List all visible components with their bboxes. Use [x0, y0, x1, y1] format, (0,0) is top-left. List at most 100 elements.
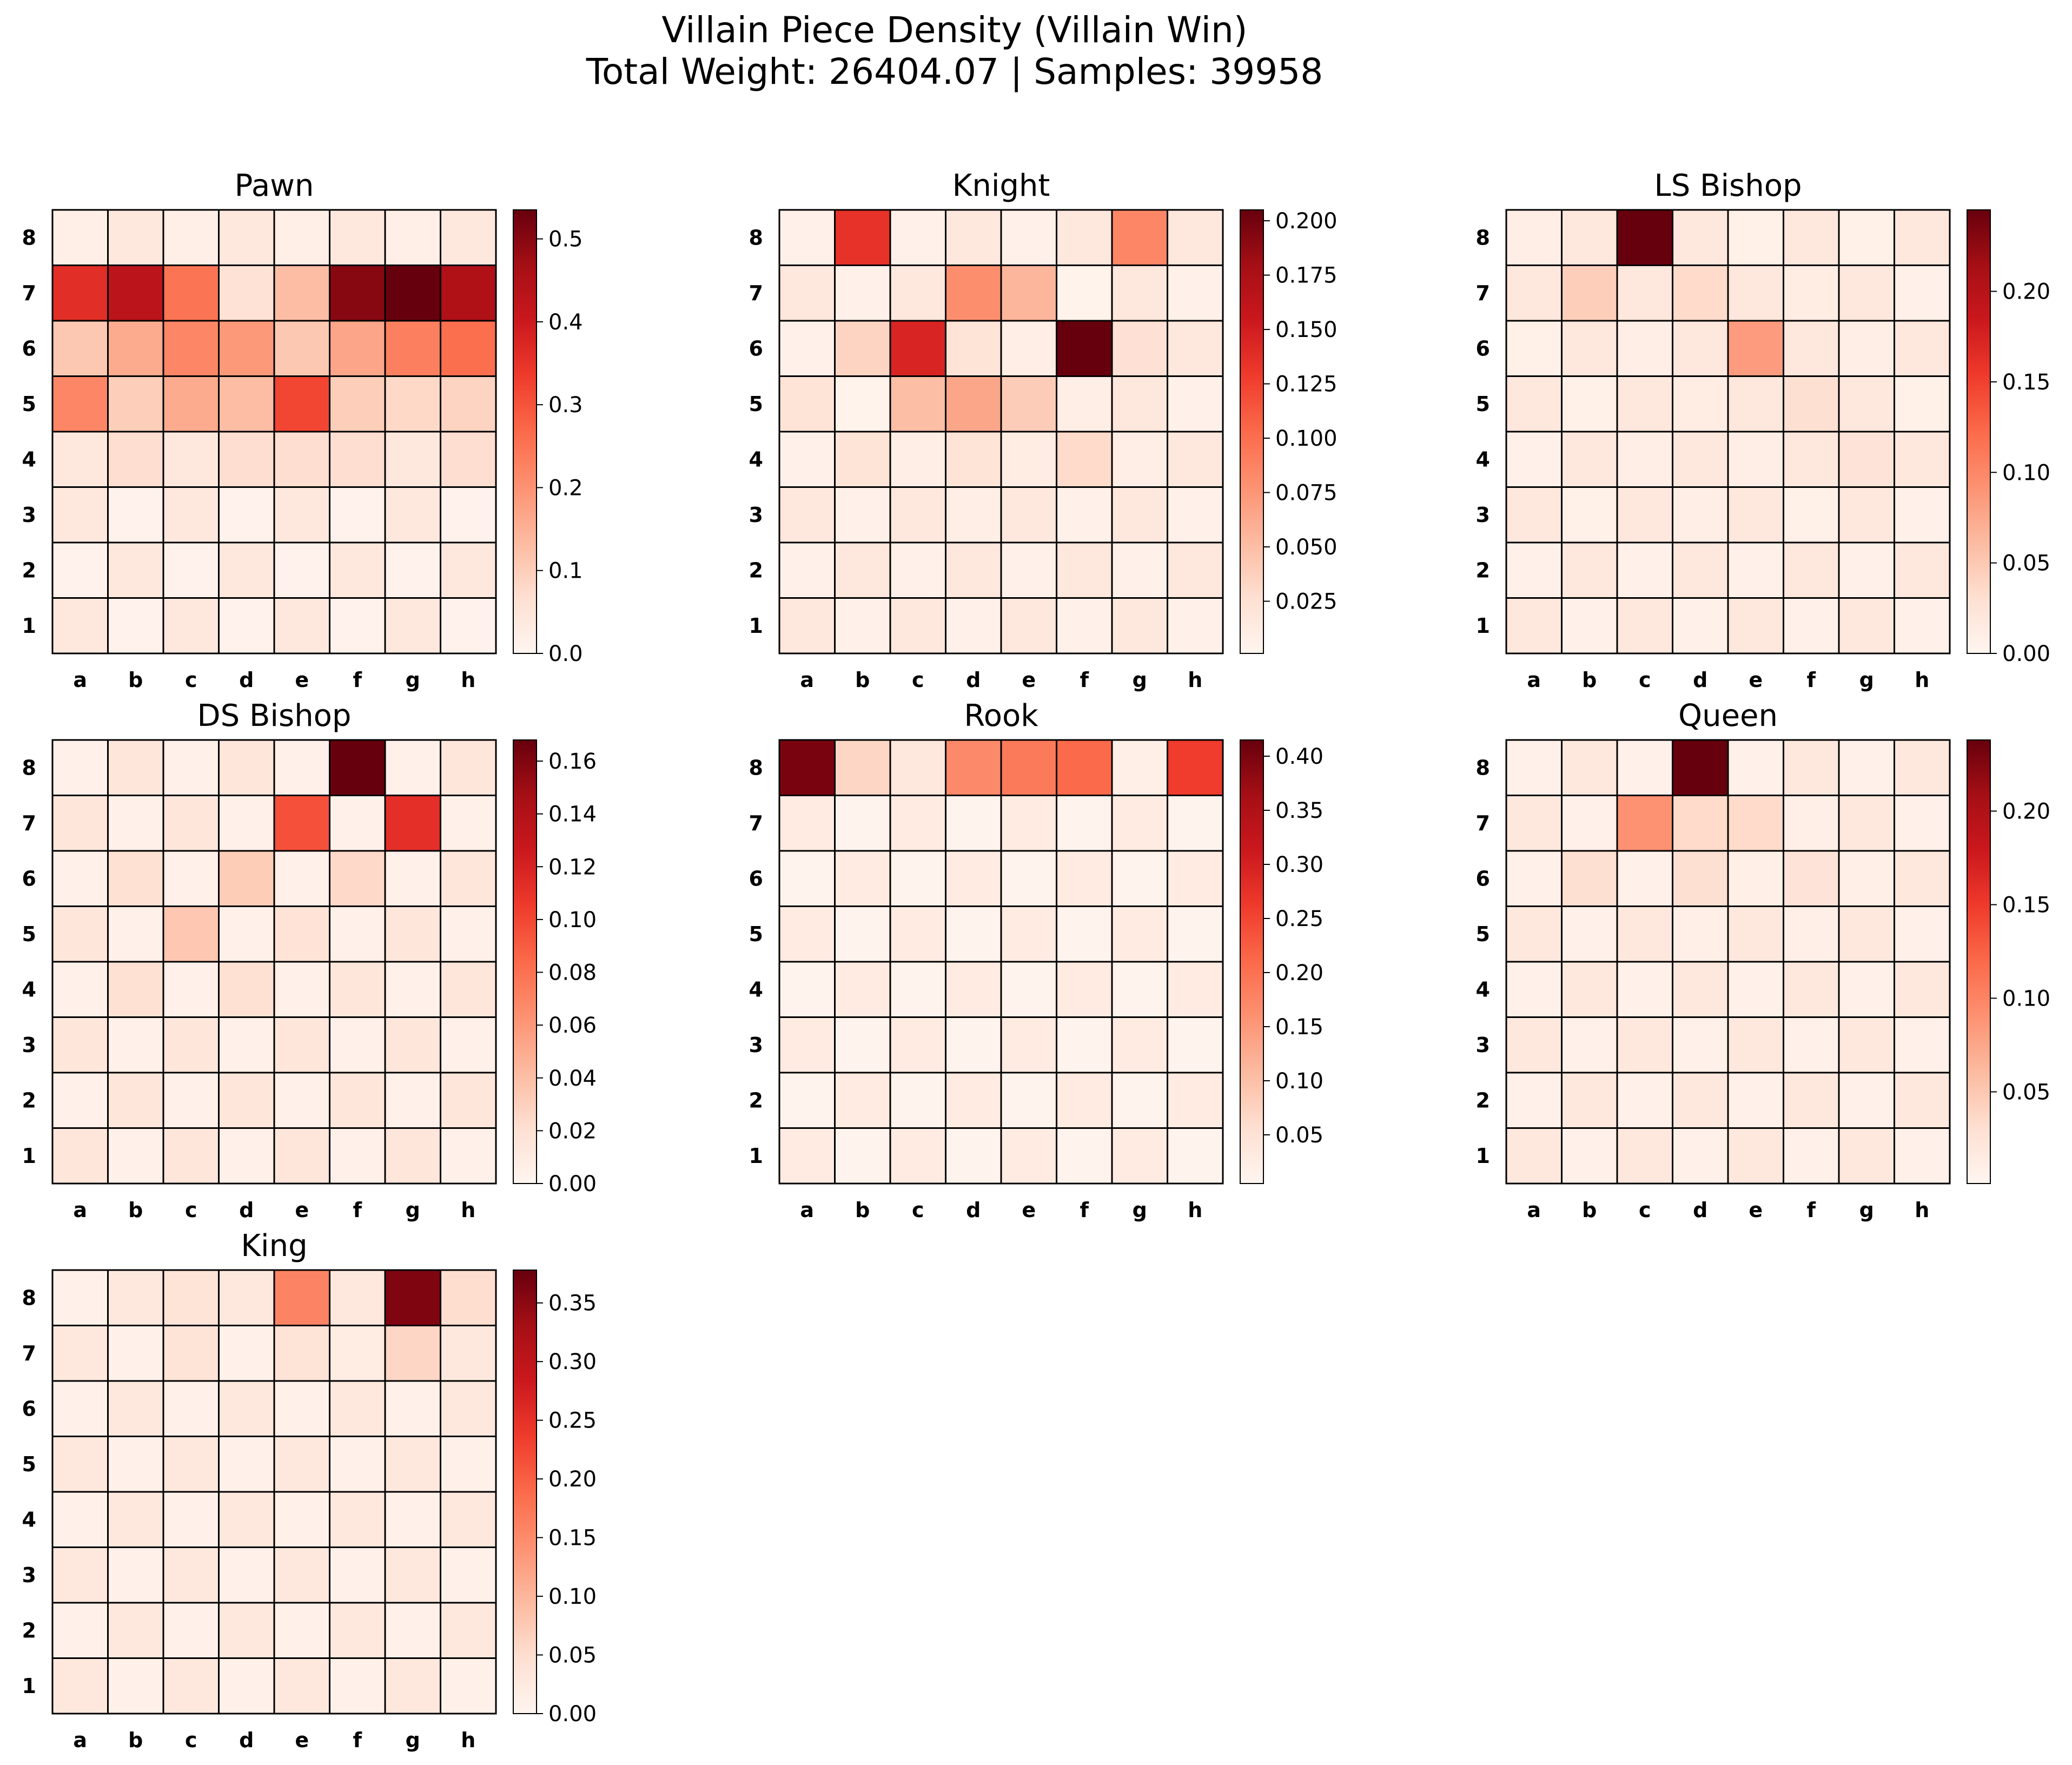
cell-king-d1	[218, 1657, 275, 1715]
cell-queen-f2	[1783, 1072, 1840, 1129]
cell-rook-h5	[1167, 905, 1224, 963]
cell-knight-g8	[1111, 209, 1168, 266]
file-label-rook-c: c	[912, 1198, 924, 1222]
cell-knight-f6	[1056, 320, 1113, 377]
colorbar-tick-label-ls-bishop: 0.05	[2002, 551, 2050, 576]
colorbar-tick-label-ds-bishop: 0.06	[548, 1013, 597, 1038]
file-label-ls-bishop-c: c	[1639, 668, 1651, 692]
cell-ls-bishop-a8	[1505, 209, 1563, 266]
cell-king-f5	[329, 1436, 386, 1493]
cell-ds-bishop-g2	[384, 1072, 441, 1129]
cell-pawn-h3	[440, 486, 497, 544]
cell-pawn-d4	[218, 431, 275, 488]
cell-knight-c1	[889, 597, 946, 655]
file-label-pawn-f: f	[353, 668, 362, 692]
cell-queen-d2	[1672, 1072, 1729, 1129]
cell-rook-f5	[1056, 905, 1113, 963]
cell-rook-d6	[945, 850, 1002, 907]
colorbar-tick-label-ds-bishop: 0.02	[548, 1119, 597, 1143]
colorbar-tick-label-queen: 0.20	[2002, 799, 2050, 824]
cell-ls-bishop-b4	[1561, 431, 1618, 488]
cell-rook-a3	[778, 1016, 836, 1074]
cell-ls-bishop-a2	[1505, 541, 1563, 599]
rank-label-ds-bishop-2: 2	[22, 1088, 36, 1112]
cell-queen-d3	[1672, 1016, 1729, 1074]
colorbar-queen	[1967, 739, 1991, 1184]
colorbar-tick-label-rook: 0.40	[1275, 744, 1323, 769]
colorbar-tick-label-pawn: 0.3	[548, 393, 583, 418]
cell-king-f6	[329, 1380, 386, 1437]
cell-ds-bishop-h6	[440, 850, 497, 907]
cell-king-h8	[440, 1269, 497, 1326]
cell-rook-c5	[889, 905, 946, 963]
cell-knight-f3	[1056, 486, 1113, 544]
cell-king-d6	[218, 1380, 275, 1437]
file-label-king-g: g	[406, 1728, 420, 1752]
cell-ls-bishop-h5	[1894, 375, 1951, 433]
cell-rook-c8	[889, 739, 946, 796]
cell-king-f3	[329, 1546, 386, 1604]
cell-ls-bishop-b2	[1561, 541, 1618, 599]
file-label-pawn-e: e	[295, 668, 309, 692]
file-label-queen-h: h	[1915, 1198, 1929, 1222]
cell-pawn-c8	[162, 209, 220, 266]
cell-ds-bishop-h2	[440, 1072, 497, 1129]
cell-rook-c7	[889, 795, 946, 852]
cell-ls-bishop-f3	[1783, 486, 1840, 544]
cell-pawn-e2	[273, 541, 330, 599]
rank-label-ds-bishop-5: 5	[22, 922, 36, 946]
cell-ls-bishop-c8	[1616, 209, 1673, 266]
cell-king-a7	[51, 1325, 109, 1382]
cell-ls-bishop-e1	[1727, 597, 1784, 655]
cell-knight-a7	[778, 265, 836, 322]
rank-label-king-6: 6	[22, 1397, 36, 1420]
cell-rook-f2	[1056, 1072, 1113, 1129]
file-label-king-f: f	[353, 1728, 362, 1752]
heatmap-king: King 8 7 6 5 4 3 2 1 a b c d e f g h 0.00 0.05 0.10 0.15 0.20…	[22, 1228, 597, 1752]
cell-ds-bishop-g8	[384, 739, 441, 796]
file-label-knight-c: c	[912, 668, 924, 692]
cell-knight-c5	[889, 375, 946, 433]
cell-knight-a5	[778, 375, 836, 433]
cell-pawn-c3	[162, 486, 220, 544]
cell-king-e4	[273, 1491, 330, 1548]
cell-ls-bishop-f4	[1783, 431, 1840, 488]
cell-knight-b8	[834, 209, 891, 266]
cell-queen-f3	[1783, 1016, 1840, 1074]
rank-label-knight-8: 8	[749, 226, 763, 249]
cell-queen-f8	[1783, 739, 1840, 796]
cell-ls-bishop-f8	[1783, 209, 1840, 266]
cell-pawn-h4	[440, 431, 497, 488]
cell-pawn-a4	[51, 431, 109, 488]
cell-ds-bishop-f8	[329, 739, 386, 796]
cell-knight-d7	[945, 265, 1002, 322]
cell-pawn-b5	[107, 375, 164, 433]
cell-queen-c4	[1616, 961, 1673, 1018]
colorbar-tick-label-knight: 0.200	[1275, 209, 1338, 234]
rank-label-queen-1: 1	[1476, 1144, 1490, 1168]
rank-label-ds-bishop-7: 7	[22, 811, 36, 835]
cell-rook-d1	[945, 1127, 1002, 1185]
cell-ds-bishop-h4	[440, 961, 497, 1018]
cell-ls-bishop-a5	[1505, 375, 1563, 433]
cell-pawn-d3	[218, 486, 275, 544]
cell-ds-bishop-b1	[107, 1127, 164, 1185]
cell-knight-f8	[1056, 209, 1113, 266]
cell-ls-bishop-c2	[1616, 541, 1673, 599]
cell-rook-f6	[1056, 850, 1113, 907]
cell-king-d3	[218, 1546, 275, 1604]
file-label-queen-c: c	[1639, 1198, 1651, 1222]
cell-queen-b6	[1561, 850, 1618, 907]
colorbar-rook	[1240, 739, 1264, 1184]
cell-knight-g3	[1111, 486, 1168, 544]
cell-king-d5	[218, 1436, 275, 1493]
file-label-king-a: a	[73, 1728, 87, 1752]
cell-pawn-c6	[162, 320, 220, 377]
cell-king-e1	[273, 1657, 330, 1715]
cell-queen-h5	[1894, 905, 1951, 963]
rank-label-pawn-4: 4	[22, 447, 36, 471]
panel-title-ls-bishop: LS Bishop	[1654, 168, 1802, 203]
cell-ds-bishop-a5	[51, 905, 109, 963]
cell-rook-d7	[945, 795, 1002, 852]
cell-knight-a4	[778, 431, 836, 488]
